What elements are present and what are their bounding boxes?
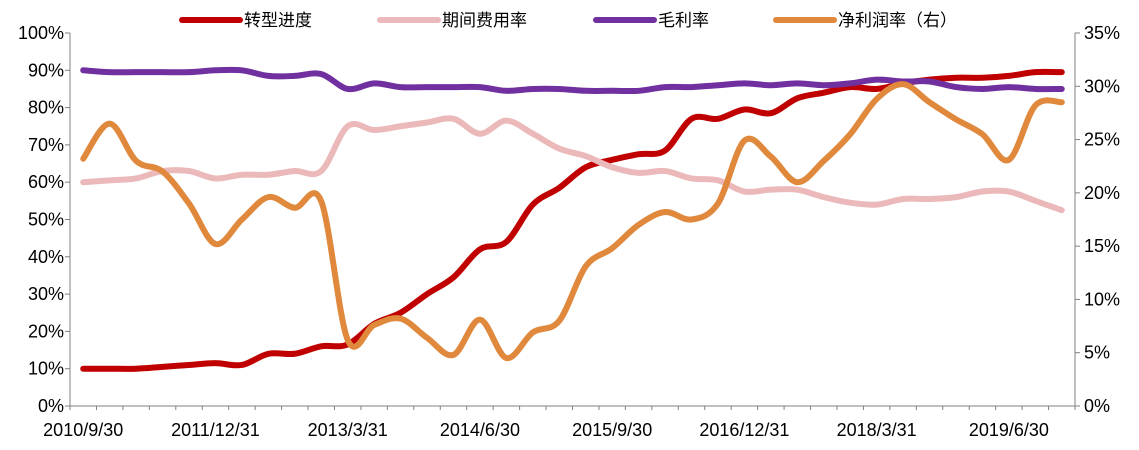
y-right-tick-label: 15%	[1084, 236, 1120, 256]
x-tick-label: 2014/6/30	[440, 420, 520, 440]
x-tick-label: 2013/3/31	[308, 420, 388, 440]
legend-label: 毛利率	[658, 11, 709, 31]
legend-label: 期间费用率	[442, 11, 527, 31]
y-left-tick-label: 40%	[28, 247, 64, 267]
y-left-tick-label: 70%	[28, 135, 64, 155]
y-left-tick-label: 100%	[18, 23, 64, 43]
y-left-tick-label: 10%	[28, 359, 64, 379]
x-tick-label: 2018/3/31	[837, 420, 917, 440]
x-tick-label: 2011/12/31	[171, 420, 260, 440]
y-right-tick-label: 20%	[1084, 183, 1120, 203]
series-lines	[80, 66, 1065, 372]
legend: 转型进度 期间费用率 毛利率 净利润率（右）	[179, 11, 957, 31]
y-right-tick-label: 0%	[1084, 396, 1110, 416]
y-left-tick-label: 60%	[28, 172, 64, 192]
y-left-tick-label: 0%	[38, 396, 64, 416]
axes: 0% 10% 20% 30% 40% 50% 60% 70% 80% 90% 100% 0% 5% 10%…	[18, 23, 1120, 440]
y-right-tick-label: 10%	[1084, 289, 1120, 309]
legend-label: 净利润率（右）	[838, 11, 957, 31]
y-left-tick-label: 20%	[28, 321, 64, 341]
y-left-tick-label: 80%	[28, 98, 64, 118]
y-right-tick-label: 25%	[1084, 130, 1120, 150]
legend-label: 转型进度	[244, 11, 312, 31]
y-right-tick-label: 30%	[1084, 76, 1120, 96]
series-line-1	[80, 115, 1065, 214]
y-left-tick-label: 90%	[28, 60, 64, 80]
x-tick-label: 2016/12/31	[699, 420, 789, 440]
series-line-3	[80, 81, 1065, 362]
y-left-tick-label: 30%	[28, 284, 64, 304]
x-tick-label: 2010/9/30	[43, 420, 123, 440]
series-line-0	[80, 68, 1065, 372]
x-tick-label: 2015/9/30	[572, 420, 652, 440]
y-left-tick-label: 50%	[28, 210, 64, 230]
y-right-tick-label: 35%	[1084, 23, 1120, 43]
y-right-tick-label: 5%	[1084, 343, 1110, 363]
x-tick-label: 2019/6/30	[969, 420, 1049, 440]
